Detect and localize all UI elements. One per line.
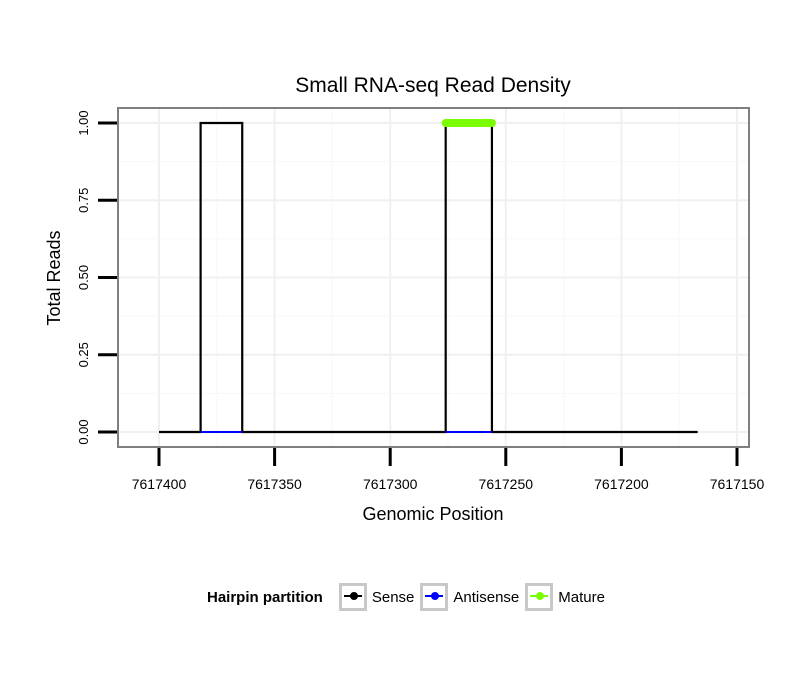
series-layer: [159, 119, 698, 434]
legend-item-mature: Mature: [525, 583, 605, 611]
x-tick-label-4: 7617200: [594, 476, 649, 492]
x-tick-label-1: 7617350: [247, 476, 302, 492]
y-axis: 0.00 0.25 0.50 0.75 1.00: [76, 110, 117, 445]
legend-label-sense: Sense: [371, 588, 415, 606]
series-sense-line: [159, 121, 698, 434]
legend: Hairpin partition Sense Antisense Mature: [207, 580, 611, 614]
x-tick-label-2: 7617300: [363, 476, 418, 492]
legend-title: Hairpin partition: [207, 588, 323, 606]
grid-lines: [119, 109, 748, 446]
x-tick-label-3: 7617250: [479, 476, 534, 492]
x-tick-label-0: 7617400: [132, 476, 187, 492]
legend-label-mature: Mature: [558, 588, 605, 606]
x-axis-label: Genomic Position: [362, 504, 503, 524]
read-density-chart: 0.00 0.25 0.50 0.75 1.00 7617400 7617350 76173…: [44, 74, 765, 524]
x-axis: 7617400 7617350 7617300 7617250 7617200 76171…: [132, 448, 765, 492]
legend-item-antisense: Antisense: [420, 583, 519, 611]
y-tick-label-3: 0.75: [76, 188, 91, 213]
legend-dot-mature: [536, 592, 545, 600]
x-tick-label-5: 7617150: [710, 476, 765, 492]
legend-key-mature: [525, 583, 554, 611]
legend-dot-sense: [349, 592, 358, 600]
y-axis-label: Total Reads: [44, 230, 64, 325]
legend-key-antisense: [420, 583, 449, 611]
legend-label-antisense: Antisense: [453, 588, 520, 606]
legend-item-sense: Sense: [338, 583, 415, 611]
panel-border: [117, 107, 750, 448]
legend-key-sense: [338, 583, 367, 611]
y-tick-label-1: 0.25: [76, 342, 91, 367]
y-tick-label-4: 1.00: [76, 110, 91, 135]
legend-dot-antisense: [431, 592, 440, 600]
y-tick-label-2: 0.50: [76, 265, 91, 290]
y-tick-label-0: 0.00: [76, 419, 91, 444]
chart-title: Small RNA-seq Read Density: [295, 74, 571, 97]
